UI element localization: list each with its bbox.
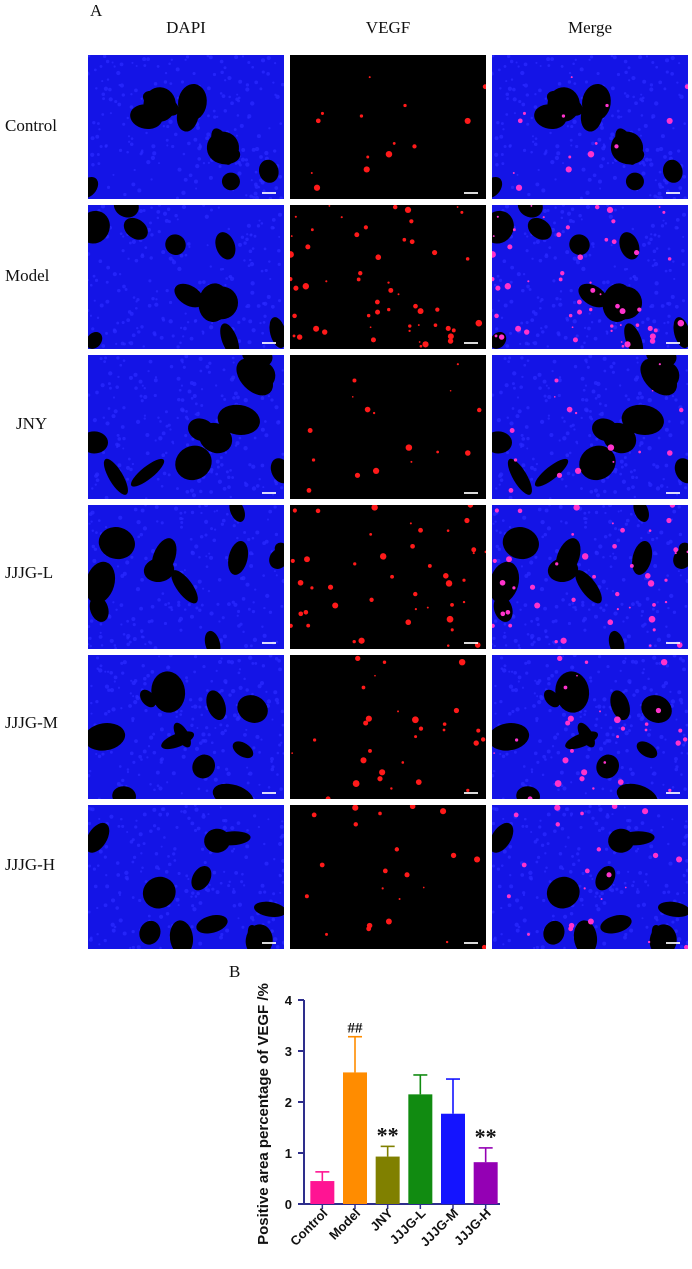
y-tick-label: 1 bbox=[285, 1146, 292, 1161]
significance-label: ## bbox=[348, 1021, 364, 1037]
micrograph-vegf-jjjg-m bbox=[290, 655, 486, 799]
bar-model bbox=[343, 1072, 367, 1204]
row-label-jjjg-m: JJJG-M bbox=[5, 713, 58, 732]
column-header-merge: Merge bbox=[567, 18, 613, 37]
micrograph-vegf-jjjg-l bbox=[290, 505, 486, 649]
micrograph-merge-jjjg-l bbox=[492, 505, 688, 649]
micrograph-vegf-control bbox=[290, 55, 486, 199]
scale-bar bbox=[464, 492, 478, 494]
bar-jny bbox=[375, 1156, 400, 1204]
scale-bar bbox=[666, 492, 680, 494]
y-tick-label: 0 bbox=[285, 1197, 292, 1212]
scale-bar bbox=[464, 192, 478, 194]
micrograph-dapi-model bbox=[88, 205, 284, 349]
significance-label: ** bbox=[475, 1124, 497, 1149]
micrograph-merge-control bbox=[492, 55, 688, 199]
micrograph-dapi-jjjg-h bbox=[88, 805, 284, 949]
row-label-model: Model bbox=[5, 266, 50, 285]
row-label-jjjg-l: JJJG-L bbox=[5, 563, 54, 582]
scale-bar bbox=[262, 642, 276, 644]
bar-control bbox=[310, 1181, 335, 1204]
micrograph-dapi-control bbox=[88, 55, 284, 199]
scale-bar bbox=[666, 192, 680, 194]
scale-bar bbox=[262, 942, 276, 944]
y-tick-label: 3 bbox=[285, 1044, 292, 1059]
bar-jjjg-m bbox=[441, 1113, 465, 1204]
x-tick-label: JJJG-H bbox=[451, 1206, 494, 1249]
scale-bar bbox=[464, 642, 478, 644]
bar-jjjg-h bbox=[473, 1162, 498, 1204]
scale-bar bbox=[666, 642, 680, 644]
panel-a-label: A bbox=[90, 1, 103, 20]
micrograph-dapi-jjjg-m bbox=[88, 655, 284, 799]
micrograph-vegf-jjjg-h bbox=[290, 805, 486, 949]
micrograph-merge-jny bbox=[492, 355, 688, 499]
scale-bar bbox=[666, 342, 680, 344]
y-tick-label: 2 bbox=[285, 1095, 292, 1110]
micrograph-dapi-jjjg-l bbox=[88, 505, 284, 649]
row-label-jjjg-h: JJJG-H bbox=[5, 855, 56, 874]
row-label-jny: JNY bbox=[16, 414, 48, 433]
scale-bar bbox=[262, 192, 276, 194]
y-tick-label: 4 bbox=[285, 993, 293, 1008]
vegf-bar-chart: 0 1 2 3 4 Positive area percentage of VEGF /%… bbox=[255, 983, 500, 1249]
micrograph-merge-jjjg-m bbox=[492, 655, 688, 799]
scale-bar bbox=[262, 492, 276, 494]
scale-bar bbox=[464, 792, 478, 794]
y-axis-title: Positive area percentage of VEGF /% bbox=[255, 983, 272, 1245]
micrograph-vegf-model bbox=[290, 205, 486, 349]
column-header-vegf: VEGF bbox=[365, 18, 411, 37]
scale-bar bbox=[666, 942, 680, 944]
panel-b-label: B bbox=[229, 962, 241, 981]
x-tick-label: JNY bbox=[367, 1205, 396, 1234]
x-tick-label: Control bbox=[287, 1206, 330, 1249]
significance-label: ** bbox=[377, 1122, 399, 1147]
x-tick-label: Model bbox=[326, 1206, 363, 1243]
micrograph-dapi-jny bbox=[88, 355, 284, 499]
micrograph-merge-jjjg-h bbox=[492, 805, 688, 949]
bar-jjjg-l bbox=[408, 1094, 433, 1204]
micrograph-merge-model bbox=[492, 205, 688, 349]
scale-bar bbox=[262, 792, 276, 794]
scale-bar bbox=[464, 942, 478, 944]
micrograph-vegf-jny bbox=[290, 355, 486, 499]
scale-bar bbox=[262, 342, 276, 344]
column-header-dapi: DAPI bbox=[166, 18, 206, 37]
scale-bar bbox=[666, 792, 680, 794]
scale-bar bbox=[464, 342, 478, 344]
row-label-control: Control bbox=[5, 116, 57, 135]
